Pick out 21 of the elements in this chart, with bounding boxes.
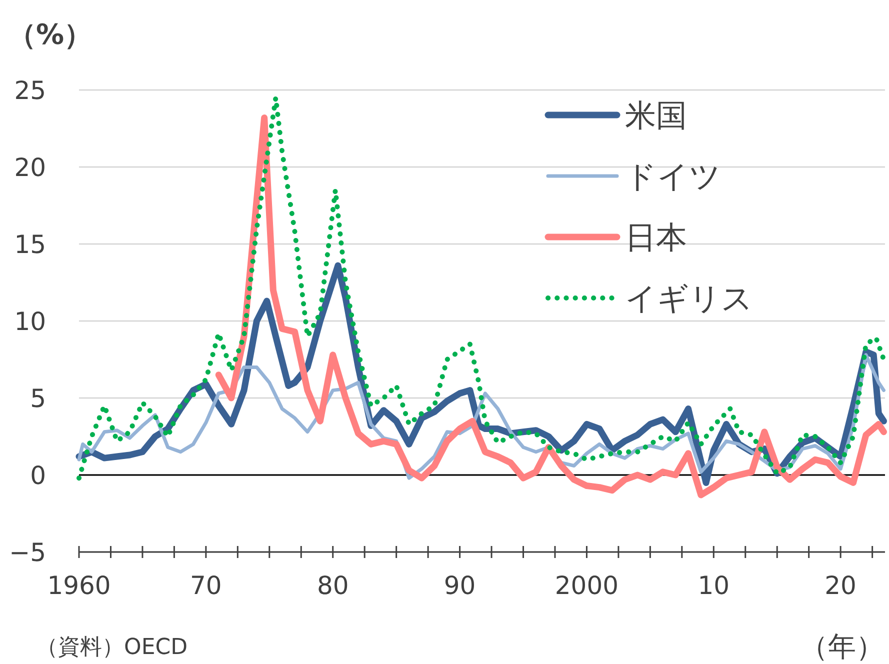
x-tick-label: 80 — [316, 571, 349, 600]
y-tick-label: 5 — [30, 384, 46, 413]
text: （資料）OECD — [36, 635, 188, 660]
x-tick-label: 70 — [190, 571, 222, 600]
legend-label: 米国 — [625, 98, 687, 134]
x-tick-label: 10 — [698, 571, 730, 600]
legend-label: 日本 — [625, 220, 687, 256]
x-axis-title: （年） — [800, 630, 884, 663]
y-axis-title: （%） — [8, 18, 92, 51]
y-tick-label: 15 — [14, 230, 46, 259]
y-tick-label: 25 — [14, 76, 46, 105]
y-tick-label: 20 — [14, 153, 46, 182]
y-tick-label: 10 — [14, 307, 46, 336]
legend-label: ドイツ — [625, 159, 721, 195]
x-tick-label: 2000 — [554, 571, 619, 600]
y-tick-label: −5 — [9, 538, 46, 567]
x-tick-label: 1960 — [47, 571, 111, 600]
legend-label: イギリス — [625, 281, 753, 317]
x-tick-label: 20 — [824, 571, 856, 600]
y-tick-label: 0 — [30, 461, 46, 490]
x-tick-label: 90 — [444, 571, 476, 600]
